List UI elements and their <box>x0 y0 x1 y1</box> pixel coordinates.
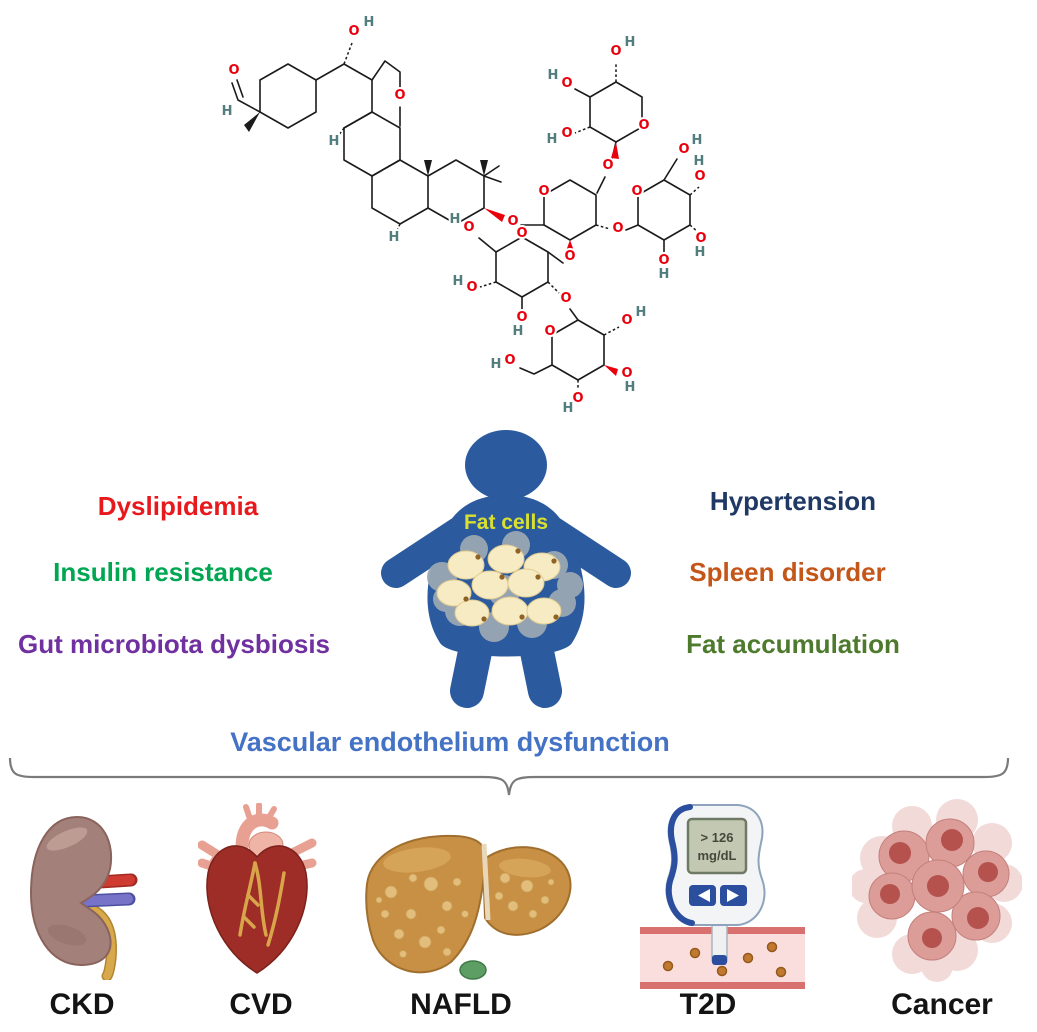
atom-label-o: O <box>504 353 515 368</box>
atom-label-o: O <box>572 391 583 406</box>
atom-label-o: O <box>466 280 477 295</box>
risk-label-insulin-resistance: Insulin resistance <box>53 557 273 587</box>
atom-label-o: O <box>561 76 572 91</box>
vascular-endothelium-dysfunction-label: Vascular endothelium dysfunction <box>230 727 670 757</box>
atom-label-h: H <box>625 35 636 50</box>
atom-label-o: O <box>516 226 527 241</box>
atom-label-o: O <box>561 126 572 141</box>
atom-label-h: H <box>694 154 705 169</box>
atom-label-h: H <box>625 380 636 395</box>
risk-label-gut-microbiota-dysbiosis: Gut microbiota dysbiosis <box>17 629 331 659</box>
atom-label-o: O <box>631 184 642 199</box>
obese-person-figure: Fat cells <box>381 430 631 708</box>
atom-label-o: O <box>516 310 527 325</box>
atom-label-o: O <box>694 169 705 184</box>
atom-label-o: O <box>394 88 405 103</box>
fat-cells-cluster <box>427 531 583 642</box>
atom-label-h: H <box>692 133 703 148</box>
atom-label-h: H <box>548 68 559 83</box>
glucometer-reading-unit: mg/dL <box>698 848 737 863</box>
disease-label-t2d: T2D <box>679 988 737 1021</box>
atom-label-h: H <box>450 212 461 227</box>
atom-label-o: O <box>658 253 669 268</box>
atom-label-o: O <box>228 63 239 78</box>
risk-label-hypertension: Hypertension <box>709 486 877 516</box>
atom-label-h: H <box>563 401 574 415</box>
risk-label-spleen-disorder: Spleen disorder <box>689 557 886 587</box>
atom-label-o: O <box>463 220 474 235</box>
risk-label-dyslipidemia: Dyslipidemia <box>97 491 259 521</box>
disease-label-ckd: CKD <box>49 988 115 1021</box>
molecule-bonds <box>231 42 700 393</box>
grouping-brace <box>8 757 1010 796</box>
kidney-icon <box>29 815 138 980</box>
glucometer-icon: > 126 mg/dL <box>640 804 805 989</box>
disease-label-cvd: CVD <box>229 988 293 1021</box>
atom-label-h: H <box>695 245 706 260</box>
tumor-cells-icon <box>852 799 1022 982</box>
atom-label-o: O <box>621 366 632 381</box>
atom-label-h: H <box>659 267 670 282</box>
atom-label-o: O <box>564 249 575 264</box>
atom-label-h: H <box>547 132 558 147</box>
atom-label-o: O <box>544 324 555 339</box>
heart-icon <box>198 803 317 974</box>
atom-label-o: O <box>602 158 613 173</box>
atom-label-o: O <box>610 44 621 59</box>
atom-label-o: O <box>538 184 549 199</box>
risk-label-fat-accumulation: Fat accumulation <box>686 629 900 659</box>
atom-label-h: H <box>636 305 647 320</box>
atom-label-o: O <box>638 118 649 133</box>
atom-label-h: H <box>389 230 400 245</box>
atom-label-o: O <box>348 24 359 39</box>
atom-label-o: O <box>560 291 571 306</box>
atom-label-o: O <box>695 231 706 246</box>
atom-label-h: H <box>222 104 232 119</box>
atom-label-h: H <box>513 324 524 339</box>
atom-label-h: H <box>453 274 464 289</box>
disease-label-nafld: NAFLD <box>410 988 512 1021</box>
glucometer-screen <box>686 817 748 875</box>
fat-cells-label: Fat cells <box>464 511 548 534</box>
glucose-dots <box>662 941 787 978</box>
liver-icon <box>365 834 572 980</box>
atom-label-h: H <box>329 134 340 149</box>
atom-label-o: O <box>621 313 632 328</box>
atom-label-o: O <box>678 142 689 157</box>
atom-label-o: O <box>612 221 623 236</box>
disease-label-cancer: Cancer <box>891 988 993 1021</box>
atom-label-h: H <box>364 15 375 30</box>
atom-label-h: H <box>491 357 502 372</box>
atom-label-o: O <box>507 214 518 229</box>
glucometer-reading-value: > 126 <box>701 830 734 845</box>
